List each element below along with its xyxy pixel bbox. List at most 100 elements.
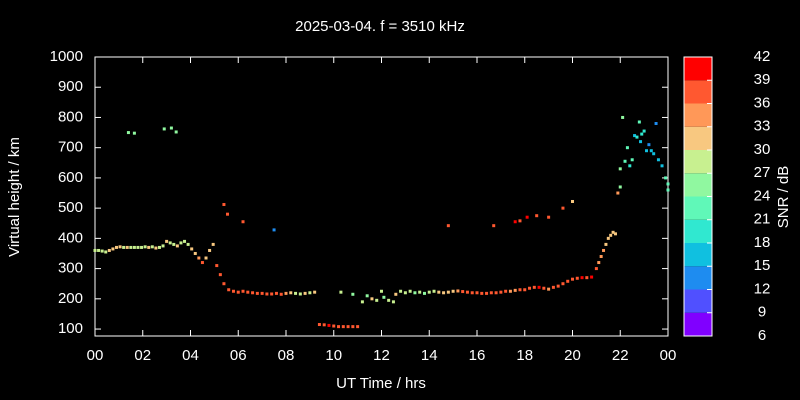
x-tick-label: 06 <box>230 347 247 364</box>
point <box>666 182 670 186</box>
point <box>489 291 493 295</box>
point <box>162 127 166 131</box>
point <box>165 239 169 243</box>
point <box>618 185 622 189</box>
point <box>122 245 126 249</box>
point <box>222 282 226 286</box>
colorbar-tick-label: 24 <box>754 187 771 204</box>
point <box>585 276 589 280</box>
point <box>499 290 503 294</box>
point <box>251 291 255 295</box>
colorbar-segment <box>684 103 712 127</box>
point <box>231 289 235 293</box>
point <box>642 129 646 133</box>
point <box>327 323 331 327</box>
point <box>97 248 101 252</box>
point <box>656 158 660 162</box>
point <box>492 224 496 228</box>
colorbar-segment <box>684 219 712 243</box>
colorbar-tick-label: 27 <box>754 164 771 181</box>
colorbar-segment <box>684 196 712 220</box>
colorbar-segment <box>684 80 712 104</box>
point <box>422 291 426 295</box>
point <box>446 224 450 228</box>
point <box>175 244 179 248</box>
colorbar-tick-label: 15 <box>754 257 771 274</box>
point <box>236 290 240 294</box>
colorbar-tick-label: 12 <box>754 280 771 297</box>
point <box>403 291 407 295</box>
point <box>100 249 104 253</box>
point <box>260 291 264 295</box>
point <box>284 291 288 295</box>
y-axis-label: Virtual height / km <box>6 137 23 257</box>
point <box>272 228 276 232</box>
y-tick-label: 700 <box>58 139 83 156</box>
x-tick-label: 00 <box>87 347 104 364</box>
point <box>408 289 412 293</box>
point <box>571 277 574 281</box>
point <box>566 279 570 283</box>
point <box>630 158 634 162</box>
x-tick-label: 16 <box>469 347 486 364</box>
point <box>227 288 231 292</box>
point <box>279 292 283 296</box>
point <box>618 167 622 171</box>
x-tick-label: 02 <box>134 347 151 364</box>
point <box>204 256 208 260</box>
point <box>168 241 172 245</box>
point <box>556 284 560 288</box>
point <box>561 206 565 210</box>
point <box>623 159 627 163</box>
y-tick-label: 600 <box>58 169 83 186</box>
point <box>341 325 345 329</box>
point <box>418 290 422 294</box>
point <box>571 199 574 203</box>
y-tick-label: 500 <box>58 199 83 216</box>
x-tick-label: 10 <box>325 347 342 364</box>
point <box>143 245 147 249</box>
point <box>523 288 527 292</box>
point <box>200 261 204 265</box>
x-tick-label: 20 <box>564 347 581 364</box>
point <box>136 245 140 249</box>
point <box>211 242 215 246</box>
point <box>442 291 446 295</box>
point <box>93 248 97 252</box>
plot-frame <box>94 56 669 337</box>
point <box>265 292 269 296</box>
point <box>215 264 219 268</box>
colorbar-segment <box>684 266 712 290</box>
point <box>461 290 465 294</box>
point <box>125 245 129 249</box>
point <box>190 247 194 251</box>
point <box>602 248 606 252</box>
colorbar-tick-label: 30 <box>754 141 771 158</box>
colorbar-segment <box>684 126 712 150</box>
point <box>107 248 111 252</box>
point <box>616 191 620 195</box>
point <box>317 323 321 327</box>
point <box>652 152 656 156</box>
point <box>208 248 212 252</box>
point <box>351 292 355 296</box>
point <box>387 298 391 302</box>
colorbar-tick-label: 9 <box>758 304 766 321</box>
colorbar-segment <box>684 289 712 313</box>
x-tick-label: 18 <box>516 347 533 364</box>
x-tick-label: 04 <box>182 347 199 364</box>
colorbar-label: SNR / dB <box>775 166 792 229</box>
point <box>270 292 274 296</box>
colorbar-tick-label: 36 <box>754 94 771 111</box>
x-tick-label: 14 <box>421 347 438 364</box>
point <box>413 291 417 295</box>
point <box>132 131 136 135</box>
point <box>561 282 565 286</box>
point <box>470 291 474 295</box>
point <box>606 236 610 240</box>
point <box>356 325 360 329</box>
point <box>590 275 594 279</box>
y-tick-label: 300 <box>58 260 83 277</box>
point <box>337 325 341 329</box>
point <box>547 287 551 291</box>
